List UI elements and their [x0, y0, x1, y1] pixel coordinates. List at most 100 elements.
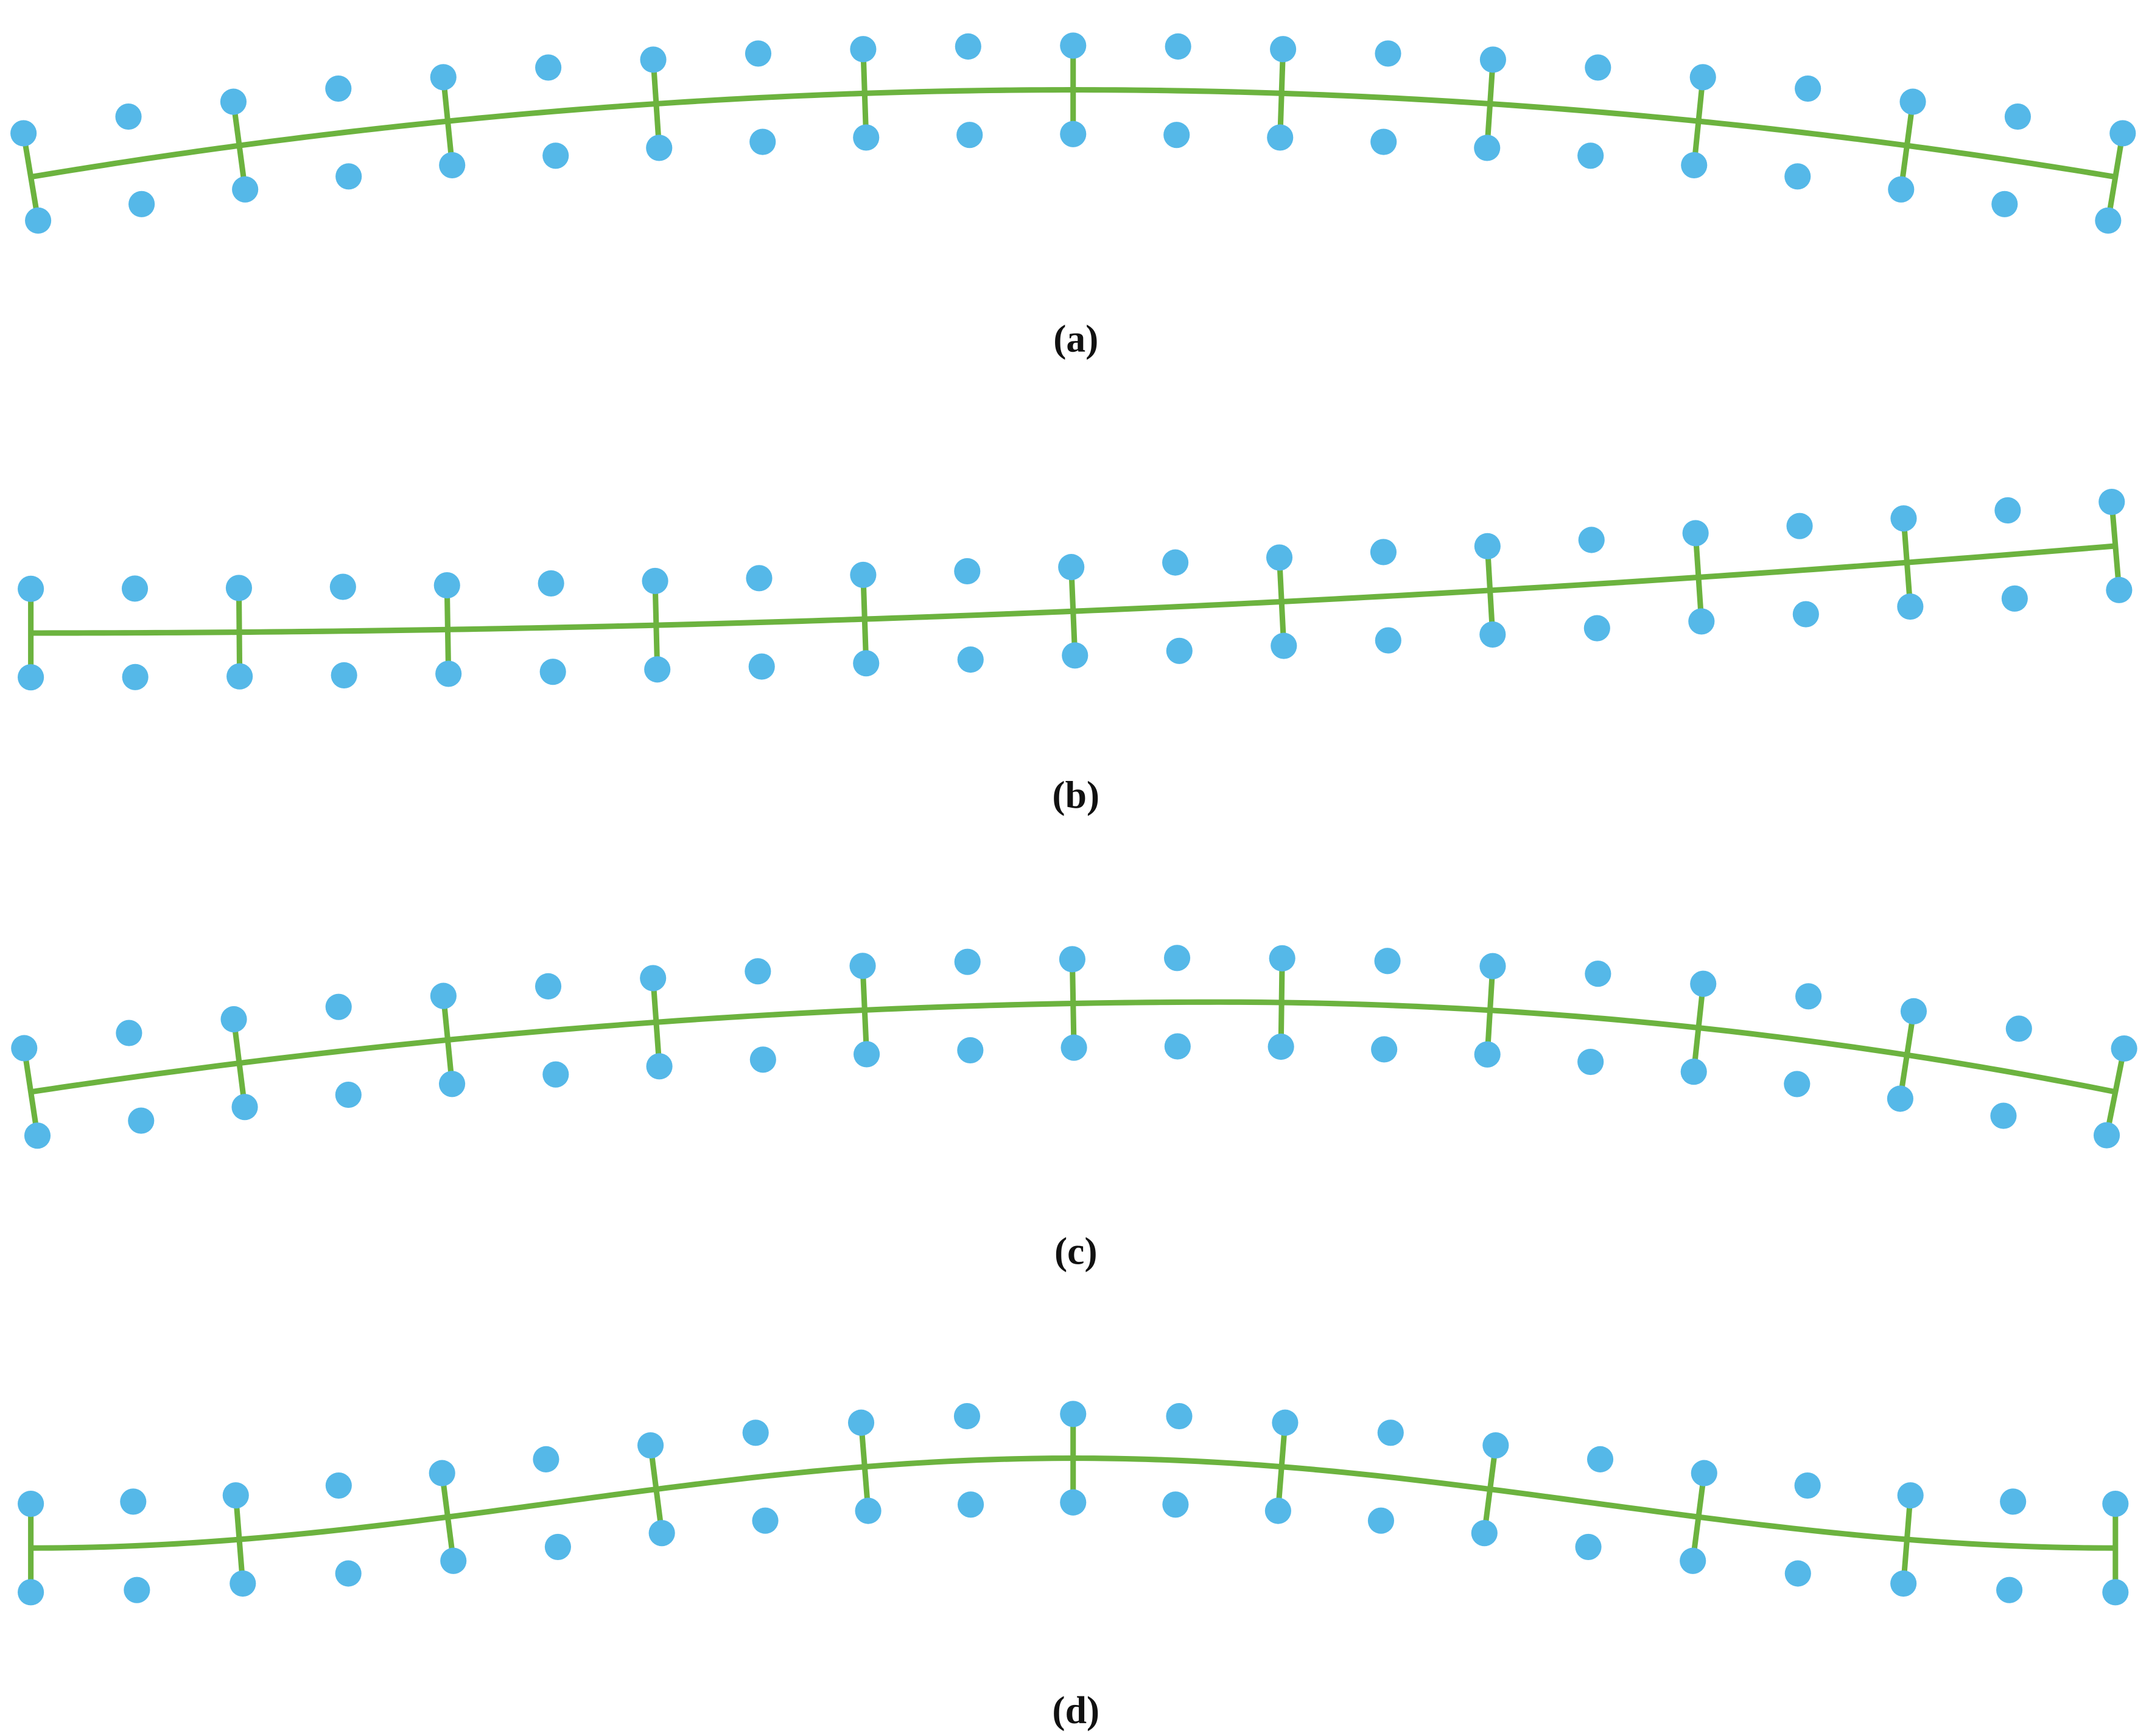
dot: [325, 1472, 352, 1499]
tick: [1901, 1495, 1913, 1584]
tick: [1068, 567, 1078, 656]
dot: [1577, 1048, 1604, 1076]
dot: [640, 965, 667, 992]
dot: [122, 663, 149, 690]
dot: [2098, 488, 2125, 516]
dot: [1990, 1102, 2017, 1129]
dot: [1784, 1560, 1811, 1587]
dot: [1266, 544, 1293, 571]
dot: [1375, 627, 1401, 654]
tick: [860, 965, 870, 1055]
dot: [637, 1432, 664, 1459]
dot: [1060, 1489, 1087, 1516]
dot: [115, 103, 142, 130]
dot: [855, 1497, 882, 1524]
dot: [1482, 1432, 1509, 1459]
dot: [850, 36, 877, 63]
tick: [444, 585, 452, 674]
dot: [1887, 1085, 1913, 1112]
dot: [2106, 576, 2133, 603]
tick: [2104, 1048, 2127, 1136]
dot: [335, 1082, 362, 1108]
dot: [533, 1446, 559, 1472]
dot: [18, 1579, 44, 1606]
dot: [646, 135, 673, 161]
dot: [1479, 953, 1506, 979]
dot: [1062, 642, 1089, 669]
dot: [2102, 1579, 2129, 1606]
dot: [2093, 1122, 2120, 1149]
dot: [1474, 533, 1501, 559]
dot: [1375, 40, 1401, 67]
dot: [1688, 608, 1715, 635]
dot: [538, 570, 564, 597]
dot: [1585, 961, 1611, 987]
dot: [853, 650, 880, 677]
tick: [1484, 59, 1496, 149]
tick: [1691, 983, 1706, 1073]
dot: [1471, 1520, 1498, 1547]
tick: [1484, 965, 1496, 1055]
dot: [1163, 122, 1190, 149]
dot: [1166, 1403, 1193, 1430]
dot: [646, 1053, 673, 1080]
dot: [644, 656, 671, 683]
dot: [1060, 1401, 1087, 1427]
dot: [1795, 75, 1821, 102]
dot: [439, 152, 466, 178]
dot: [222, 1482, 249, 1509]
dot: [1370, 128, 1397, 155]
dot: [2109, 120, 2136, 147]
tick: [1275, 1422, 1288, 1511]
dot: [1897, 1482, 1924, 1509]
dot: [438, 1071, 466, 1097]
dot: [748, 653, 775, 680]
dot: [2004, 103, 2032, 130]
dot: [539, 659, 566, 685]
dot: [1890, 1570, 1917, 1597]
dot: [1690, 970, 1717, 997]
dot: [18, 1490, 44, 1517]
panel-label: (c): [1054, 1229, 1098, 1272]
dot: [1269, 945, 1295, 971]
dot: [1585, 54, 1611, 81]
dot: [230, 1570, 256, 1597]
dot: [648, 1520, 675, 1547]
dot: [331, 662, 357, 688]
tick: [1901, 518, 1913, 607]
dot: [124, 1577, 150, 1603]
dot: [1267, 1034, 1294, 1060]
dot: [544, 1533, 571, 1560]
tick: [1484, 546, 1496, 635]
dot: [1691, 1460, 1717, 1486]
dot: [116, 1020, 142, 1046]
tick: [1276, 557, 1287, 646]
dot: [2000, 1488, 2027, 1515]
tick: [1277, 49, 1286, 138]
dot: [1474, 1041, 1501, 1068]
tick: [1691, 77, 1706, 166]
tick: [2109, 502, 2122, 590]
dot: [1682, 520, 1709, 547]
dot: [957, 1491, 984, 1518]
dot: [956, 122, 983, 149]
dot: [11, 1035, 38, 1062]
tick: [21, 1048, 40, 1136]
panel-label: (b): [1052, 773, 1099, 816]
dot: [1479, 621, 1506, 648]
dot: [18, 664, 44, 691]
dot: [1888, 176, 1915, 203]
dot: [642, 567, 668, 595]
dot: [957, 646, 984, 673]
dot: [640, 46, 667, 73]
dot: [120, 1488, 147, 1515]
dot: [2102, 1490, 2129, 1517]
dot: [745, 958, 771, 985]
tick: [21, 133, 41, 222]
dot: [1267, 124, 1294, 151]
dot: [854, 1041, 880, 1068]
dot: [24, 1122, 51, 1149]
dot: [1689, 64, 1716, 91]
tick: [230, 101, 248, 190]
